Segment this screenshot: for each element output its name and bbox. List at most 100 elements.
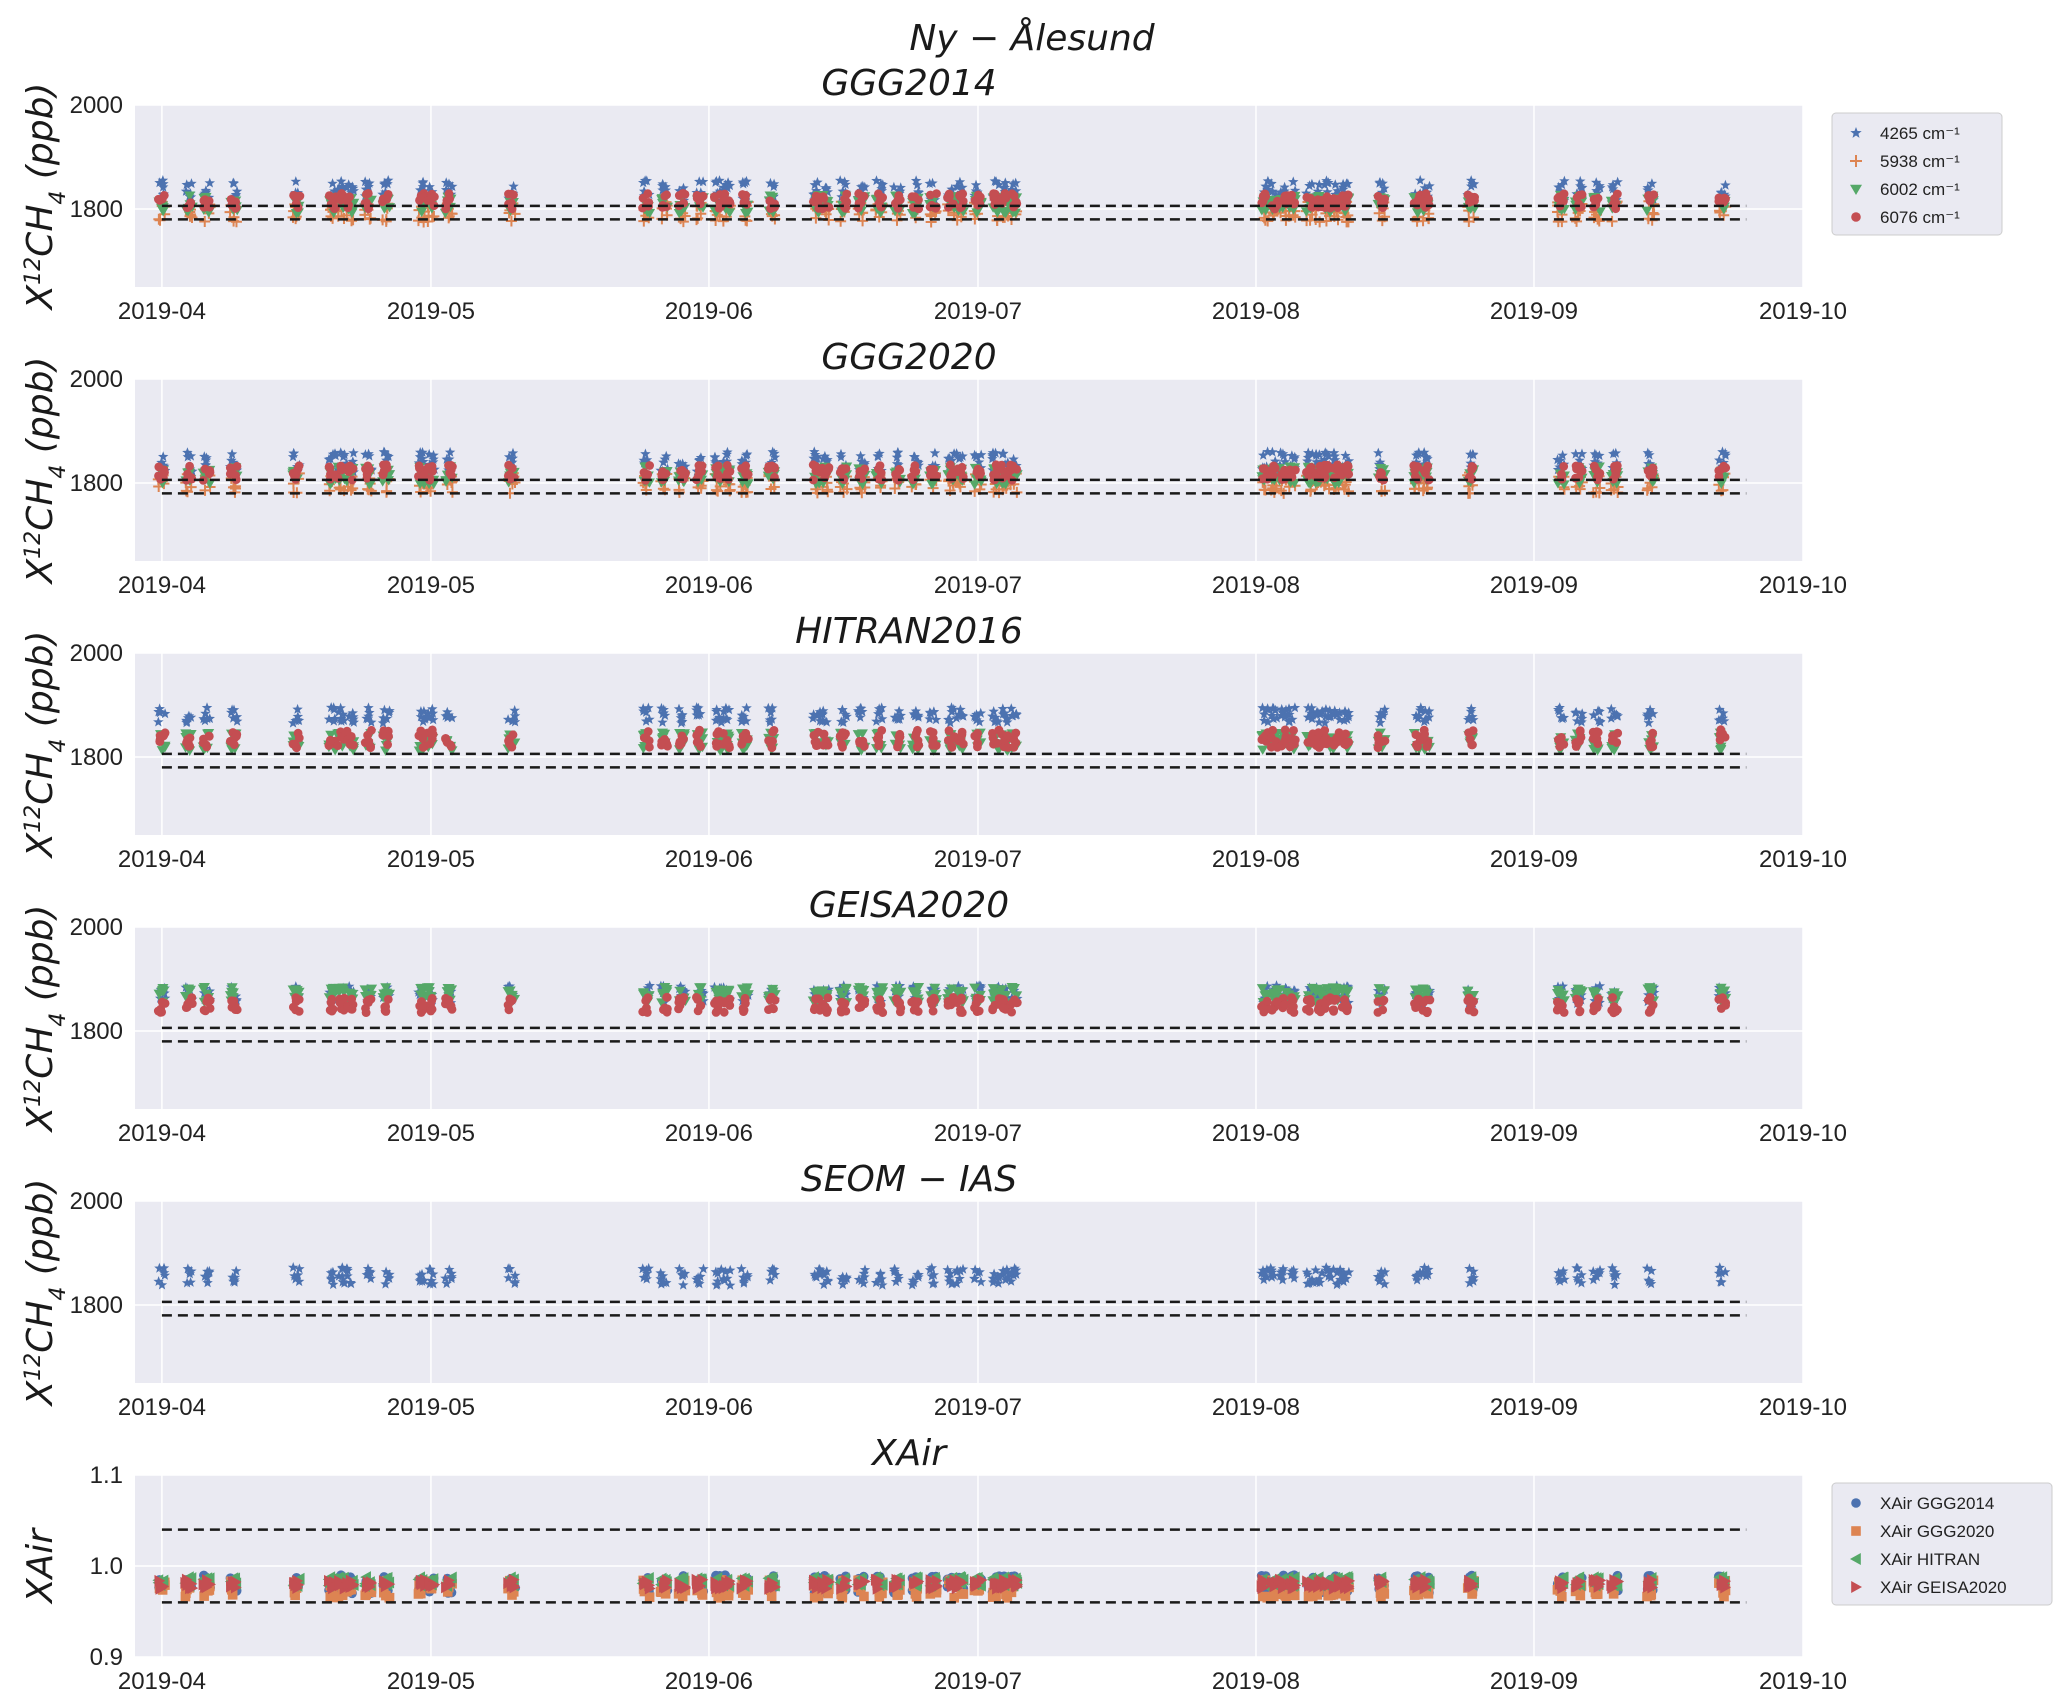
data-point [1606, 703, 1617, 714]
data-point [1468, 178, 1480, 189]
data-point [199, 734, 208, 744]
y-axis-label: X12CH4 (ppb) [20, 357, 71, 586]
legend-marker [1850, 184, 1862, 195]
data-point [508, 180, 519, 191]
data-point [417, 176, 429, 187]
data-point [1328, 454, 1340, 465]
data-point [1311, 709, 1322, 720]
data-point [293, 1276, 305, 1287]
data-point [645, 742, 654, 752]
data-point [442, 712, 453, 723]
data-point [1375, 717, 1386, 728]
data-point [418, 705, 430, 716]
data-point [1319, 179, 1330, 190]
data-point [446, 1002, 455, 1012]
data-point [944, 189, 954, 199]
data-point [362, 190, 371, 199]
data-point [1001, 1264, 1013, 1275]
data-point [1411, 730, 1421, 740]
data-point [988, 1268, 1000, 1279]
x-tick-label: 2019-05 [387, 298, 475, 325]
data-point [186, 473, 196, 482]
data-point [910, 705, 922, 716]
data-point [724, 1279, 736, 1290]
data-point [204, 1265, 215, 1276]
data-point [764, 1274, 776, 1285]
data-point [442, 200, 452, 209]
data-point [658, 456, 669, 467]
scatter-points [153, 980, 1732, 1018]
data-point [204, 177, 215, 188]
data-point [328, 1004, 338, 1014]
data-point [417, 1275, 428, 1286]
data-point [1267, 446, 1278, 457]
data-point [327, 178, 338, 188]
data-point [415, 1274, 426, 1285]
data-point [1331, 709, 1343, 720]
data-point [875, 1269, 886, 1279]
data-point [1002, 716, 1013, 727]
data-point [1648, 728, 1658, 738]
data-point [1713, 714, 1725, 725]
data-point [337, 1270, 348, 1281]
data-point [442, 706, 453, 717]
data-point [153, 1276, 164, 1286]
data-point [725, 743, 734, 752]
data-point [645, 461, 654, 470]
data-point [159, 708, 171, 719]
data-point [837, 185, 848, 196]
panel-title: GGG2014 [821, 63, 996, 104]
data-point [1332, 185, 1343, 196]
data-point [1559, 189, 1569, 199]
data-point [722, 177, 734, 187]
data-point [1271, 712, 1282, 723]
data-point [1552, 464, 1564, 475]
data-point [1340, 450, 1351, 461]
data-point [426, 1275, 437, 1286]
data-point [819, 194, 829, 203]
data-point [290, 715, 301, 726]
data-point [1279, 185, 1290, 196]
data-point [348, 717, 359, 727]
plot-area [135, 1201, 1803, 1383]
data-point [187, 999, 197, 1008]
data-point [229, 1272, 241, 1283]
data-point [228, 178, 240, 188]
data-point [1556, 179, 1568, 190]
data-point [656, 702, 667, 713]
data-point [1302, 711, 1314, 722]
data-point [808, 709, 819, 720]
data-point [811, 994, 820, 1004]
data-point [1306, 702, 1317, 713]
data-point [837, 704, 848, 715]
data-point [913, 711, 924, 722]
data-point [1343, 455, 1355, 466]
data-point [1000, 177, 1011, 188]
data-point [990, 447, 1001, 458]
x-tick-label: 2019-10 [1759, 298, 1847, 325]
data-point [186, 178, 197, 189]
data-point [821, 1002, 830, 1012]
data-point [1554, 702, 1565, 713]
data-point [643, 993, 653, 1003]
data-point [1594, 980, 1606, 991]
data-point [1410, 999, 1419, 1008]
data-point [720, 998, 729, 1008]
data-point [767, 743, 777, 753]
data-point [1310, 987, 1322, 997]
data-point [640, 715, 652, 726]
data-point [1287, 714, 1298, 724]
legend-label: 6076 cm⁻¹ [1880, 208, 1960, 227]
data-point [1288, 985, 1300, 995]
data-point [415, 711, 427, 722]
data-point [969, 1264, 981, 1275]
data-point [1608, 483, 1620, 495]
data-point [657, 202, 667, 212]
data-point [944, 202, 953, 212]
data-point [871, 980, 883, 991]
data-point [1307, 202, 1317, 212]
data-point [894, 713, 905, 724]
data-point [891, 451, 903, 462]
data-point [1592, 727, 1602, 737]
data-point [955, 704, 966, 715]
